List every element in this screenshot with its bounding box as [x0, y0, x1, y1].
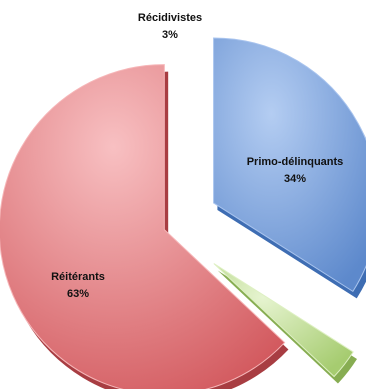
slice-label-reiterants: Réitérants [51, 271, 105, 283]
slice-value-recidivistes: 3% [162, 29, 178, 41]
slice-primo-delinquants [213, 37, 366, 293]
slice-label-recidivistes: Récidivistes [138, 12, 202, 24]
slice-label-primo: Primo-délinquants [247, 156, 344, 168]
slice-recidivistes [213, 263, 354, 378]
slice-reiterants [0, 64, 286, 389]
slice-value-reiterants: 63% [67, 288, 89, 300]
slice-value-primo: 34% [284, 173, 306, 185]
